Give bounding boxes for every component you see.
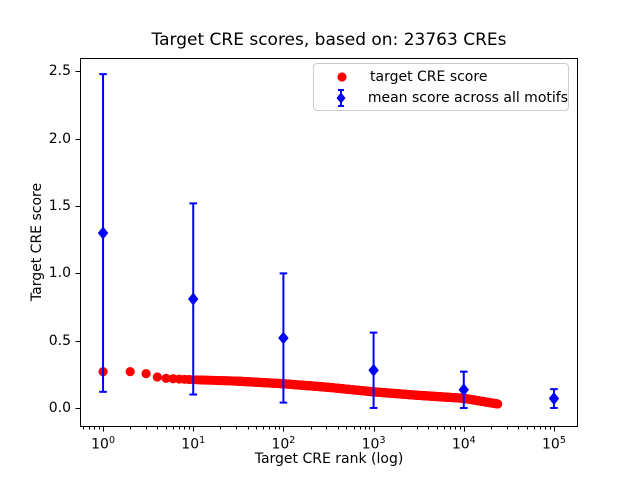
red-circle-marker-icon [314, 66, 370, 88]
x-tick-label-10e2: 102 [271, 435, 296, 453]
x-tick-label-10e5: 105 [542, 435, 566, 453]
legend: target CRE score mean score across all m… [313, 63, 569, 111]
y-tick-label-0.5: 0.5 [48, 332, 71, 349]
x-axis-label: Target CRE rank (log) [254, 451, 404, 467]
y-tick-label-1.5: 1.5 [48, 198, 71, 215]
legend-label-mean-score: mean score across all motifs [367, 89, 568, 106]
legend-row-target-cre-score: target CRE score [314, 66, 568, 87]
x-tick-label-10e1: 101 [181, 435, 206, 453]
axes-frame [75, 58, 578, 432]
y-tick-label-0.0: 0.0 [48, 399, 71, 416]
y-tick-label-1.0: 1.0 [48, 265, 71, 282]
x-tick-label-10e4: 104 [451, 435, 476, 453]
target-cre-score-series [98, 367, 503, 409]
blue-diamond-errorbar-marker-icon [314, 87, 368, 109]
x-tick-label-10e0: 100 [91, 435, 115, 453]
mean-score-errorbar-series [97, 73, 560, 409]
legend-label-target-cre-score: target CRE score [370, 68, 488, 85]
y-tick-label-2.0: 2.0 [48, 130, 71, 147]
legend-row-mean-score: mean score across all motifs [314, 87, 568, 108]
chart-title: Target CRE scores, based on: 23763 CREs [151, 30, 507, 50]
y-tick-label-2.5: 2.5 [48, 63, 71, 80]
x-tick-label-10e3: 103 [361, 435, 386, 453]
